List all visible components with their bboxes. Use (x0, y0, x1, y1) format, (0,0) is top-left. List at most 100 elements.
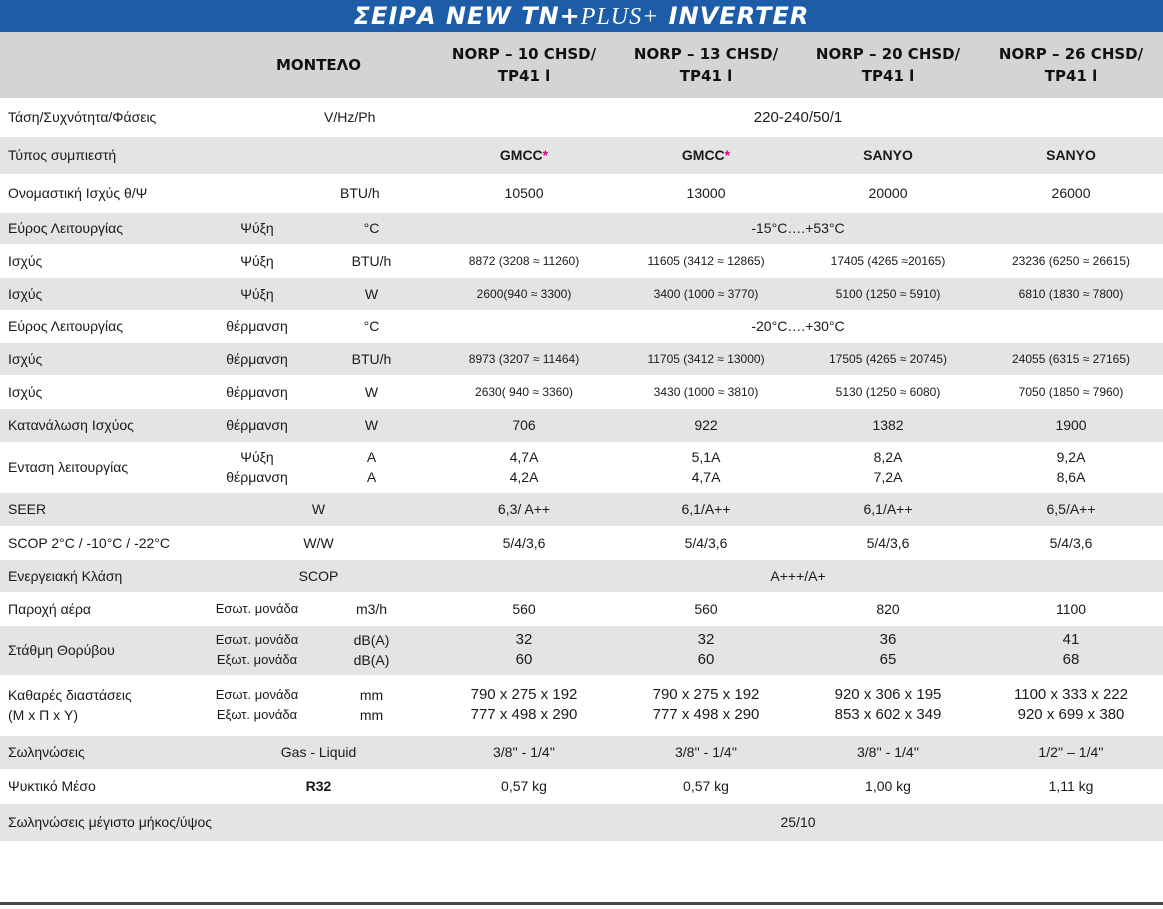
row-value: -15°C….+53°C (433, 212, 1163, 245)
row-unit: W (310, 277, 434, 311)
value-cell: 41 68 (979, 625, 1163, 676)
row-mode: Εσωτ. μονάδα (204, 592, 310, 626)
value-cell: 560 (433, 592, 616, 626)
row-unit: W (310, 408, 434, 443)
row-unit: BTU/h (310, 174, 434, 213)
row-voltage: Τάση/Συχνότητα/Φάσεις V/Hz/Ph 220-240/50… (0, 98, 1163, 137)
value-cell: 13000 (615, 174, 798, 213)
row-label: Καθαρές διαστάσεις (Μ x Π x Υ) (0, 675, 204, 736)
title-inverter: INVERTER (659, 2, 810, 30)
row-label: Κατανάλωση Ισχύος (0, 408, 204, 443)
compressor-2: GMCC* (615, 136, 798, 175)
value-cell: 17405 (4265 ≈20165) (797, 244, 980, 278)
row-label: Σωληνώσεις μέγιστο μήκος/ύψος (0, 803, 434, 842)
value-cell: 32 60 (615, 625, 798, 676)
value-cell: 8872 (3208 ≈ 11260) (433, 244, 616, 278)
row-range-heat: Εύρος Λειτουργίας θέρμανση °C -20°C….+30… (0, 310, 1163, 343)
row-label: Τύπος συμπιεστή (0, 136, 204, 175)
row-unit: V/Hz/Ph (310, 98, 434, 137)
row-unit: BTU/h (310, 342, 434, 376)
value-cell: 6,1/A++ (615, 492, 798, 527)
row-label: Στάθμη Θορύβου (0, 625, 204, 676)
value-cell: 706 (433, 408, 616, 443)
series-title: ΣΕΙΡΑ NEW TN+PLUS+ INVERTER (0, 0, 1163, 32)
row-mode: θέρμανση (204, 375, 310, 409)
row-unit: BTU/h (310, 244, 434, 278)
title-plus: PLUS+ (580, 4, 660, 30)
row-consumption: Κατανάλωση Ισχύος θέρμανση W 706 922 138… (0, 408, 1163, 443)
row-mode: Εσωτ. μονάδα Εξωτ. μονάδα (204, 675, 310, 736)
value-cell: 3/8'' - 1/4'' (615, 735, 798, 770)
value-cell: 5,1A 4,7A (615, 442, 798, 493)
row-unit: dB(A) dB(A) (310, 625, 434, 676)
value-cell: 2600(940 ≈ 3300) (433, 277, 616, 311)
value-cell: 6810 (1830 ≈ 7800) (979, 277, 1163, 311)
row-label: Εύρος Λειτουργίας (0, 212, 204, 245)
value-cell: 560 (615, 592, 798, 626)
value-cell: 1/2'' – 1/4'' (979, 735, 1163, 770)
title-main: ΣΕΙΡΑ NEW TN+ (353, 2, 581, 30)
row-range-cool: Εύρος Λειτουργίας Ψύξη °C -15°C….+53°C (0, 212, 1163, 245)
value-cell: 11605 (3412 ≈ 12865) (615, 244, 798, 278)
row-noise: Στάθμη Θορύβου Εσωτ. μονάδα Εξωτ. μονάδα … (0, 625, 1163, 676)
row-refrigerant: Ψυκτικό Μέσο R32 0,57 kg 0,57 kg 1,00 kg… (0, 769, 1163, 804)
value-cell: 1,11 kg (979, 769, 1163, 804)
row-mode: θέρμανση (204, 408, 310, 443)
row-mode: Εσωτ. μονάδα Εξωτ. μονάδα (204, 625, 310, 676)
row-unit: Gas - Liquid (204, 735, 434, 770)
model-3: NORP – 20 CHSD/TP41 l (797, 32, 980, 99)
row-value: 25/10 (433, 803, 1163, 842)
row-mode: θέρμανση (204, 342, 310, 376)
header-blank (0, 32, 204, 99)
row-label: SCOP 2°C / -10°C / -22°C (0, 526, 204, 560)
value-cell: 4,7A 4,2A (433, 442, 616, 493)
value-cell: 23236 (6250 ≈ 26615) (979, 244, 1163, 278)
compressor-1: GMCC* (433, 136, 616, 175)
row-scop: SCOP 2°C / -10°C / -22°C W/W 5/4/3,6 5/4… (0, 526, 1163, 560)
model-2: NORP – 13 CHSD/TP41 l (615, 32, 798, 99)
value-cell: 3/8'' - 1/4'' (797, 735, 980, 770)
row-unit: W/W (204, 526, 434, 560)
row-value: -20°C….+30°C (433, 310, 1163, 343)
value-cell: 820 (797, 592, 980, 626)
value-cell: 17505 (4265 ≈ 20745) (797, 342, 980, 376)
row-cool-w: Ισχύς Ψύξη W 2600(940 ≈ 3300) 3400 (1000… (0, 277, 1163, 311)
value-cell: 26000 (979, 174, 1163, 213)
row-label: Σωληνώσεις (0, 735, 204, 770)
value-cell: 6,5/A++ (979, 492, 1163, 527)
value-cell: 6,1/A++ (797, 492, 980, 527)
row-label: Ενεργειακή Κλάση (0, 559, 204, 593)
value-cell: 1900 (979, 408, 1163, 443)
row-label: SEER (0, 492, 204, 527)
row-mode: Ψύξη θέρμανση (204, 442, 310, 493)
value-cell: 9,2A 8,6A (979, 442, 1163, 493)
value-cell: 5100 (1250 ≈ 5910) (797, 277, 980, 311)
row-mode: θέρμανση (204, 310, 310, 343)
compressor-3: SANYO (797, 136, 980, 175)
row-heat-btu: Ισχύς θέρμανση BTU/h 8973 (3207 ≈ 11464)… (0, 342, 1163, 376)
row-value: A+++/A+ (433, 559, 1163, 593)
value-cell: 1100 x 333 x 222 920 x 699 x 380 (979, 675, 1163, 736)
value-cell: 1382 (797, 408, 980, 443)
row-airflow: Παροχή αέρα Εσωτ. μονάδα m3/h 560 560 82… (0, 592, 1163, 626)
bottom-rule (0, 902, 1163, 905)
row-label: Τάση/Συχνότητα/Φάσεις (0, 98, 204, 137)
value-cell: 922 (615, 408, 798, 443)
value-cell: 0,57 kg (615, 769, 798, 804)
value-cell: 11705 (3412 ≈ 13000) (615, 342, 798, 376)
row-mode: Ψύξη (204, 212, 310, 245)
row-label: Ενταση λειτουργίας (0, 442, 204, 493)
spec-table: ΜΟΝΤΕΛΟ NORP – 10 CHSD/TP41 l NORP – 13 … (0, 32, 1163, 842)
model-1: NORP – 10 CHSD/TP41 l (433, 32, 616, 99)
value-cell: 1100 (979, 592, 1163, 626)
value-cell: 5/4/3,6 (433, 526, 616, 560)
model-label: ΜΟΝΤΕΛΟ (204, 32, 434, 99)
row-unit: °C (310, 212, 434, 245)
value-cell: 5/4/3,6 (615, 526, 798, 560)
row-label: Ισχύς (0, 375, 204, 409)
value-cell: 1,00 kg (797, 769, 980, 804)
row-heat-w: Ισχύς θέρμανση W 2630( 940 ≈ 3360) 3430 … (0, 375, 1163, 409)
